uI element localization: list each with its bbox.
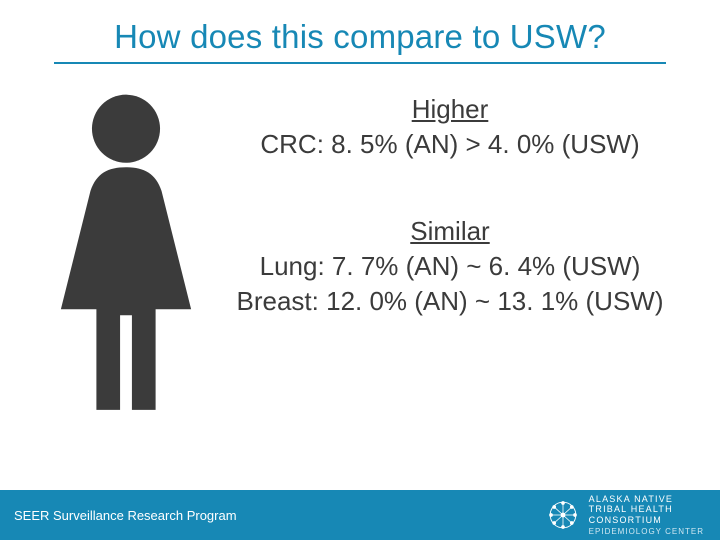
footer-bar: SEER Surveillance Research Program ALASK… (0, 490, 720, 540)
stat-line: CRC: 8. 5% (AN) > 4. 0% (USW) (195, 127, 705, 162)
footer-logo-text: ALASKA NATIVE TRIBAL HEALTH CONSORTIUM E… (589, 494, 704, 536)
woman-icon (52, 92, 200, 420)
stat-line: Lung: 7. 7% (AN) ~ 6. 4% (USW) (195, 249, 705, 284)
title-underline (54, 62, 666, 64)
slide: How does this compare to USW? Higher CRC… (0, 0, 720, 540)
slide-title: How does this compare to USW? (0, 18, 720, 56)
logo-subline: EPIDEMIOLOGY CENTER (589, 527, 704, 536)
logo-line: TRIBAL HEALTH (589, 504, 704, 514)
footer-source: SEER Surveillance Research Program (14, 508, 237, 523)
logo-line: CONSORTIUM (589, 515, 704, 525)
consortium-logo-icon (547, 499, 579, 531)
content-area: Higher CRC: 8. 5% (AN) > 4. 0% (USW) Sim… (195, 92, 705, 319)
section-heading: Similar (195, 214, 705, 249)
section-heading: Higher (195, 92, 705, 127)
stat-line: Breast: 12. 0% (AN) ~ 13. 1% (USW) (195, 284, 705, 319)
section-higher: Higher CRC: 8. 5% (AN) > 4. 0% (USW) (195, 92, 705, 162)
footer-logo-group: ALASKA NATIVE TRIBAL HEALTH CONSORTIUM E… (547, 494, 704, 536)
logo-line: ALASKA NATIVE (589, 494, 704, 504)
section-similar: Similar Lung: 7. 7% (AN) ~ 6. 4% (USW) B… (195, 214, 705, 319)
